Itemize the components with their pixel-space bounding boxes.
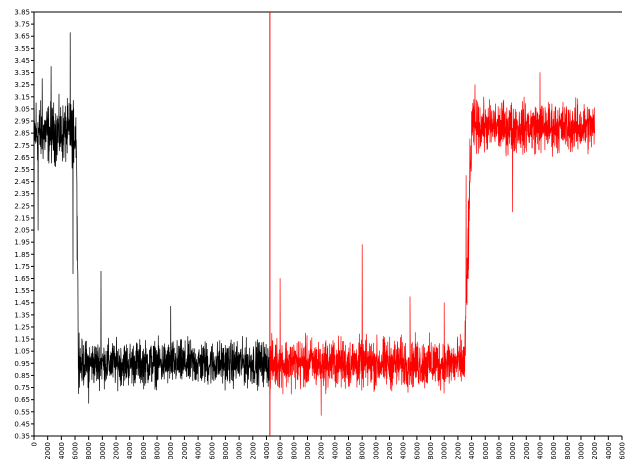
y-tick-label: 2.55 (14, 166, 30, 174)
x-tick-label: 0000 (372, 442, 380, 459)
x-tick-label: 0000 (304, 442, 312, 459)
y-axis: 0.35 0.45 0.55 0.65 0.75 0.85 0.95 1.05 1.15 1.25… (14, 9, 622, 441)
series-line-1 (269, 72, 596, 416)
y-tick-label: 1.75 (14, 263, 30, 271)
y-tick-label: 3.45 (14, 57, 30, 65)
x-tick-label: 2000 (591, 442, 599, 459)
x-tick-label: 8000 (359, 442, 367, 459)
x-tick-label: 6000 (72, 442, 80, 459)
y-tick-label: 2.05 (14, 227, 30, 235)
x-tick-label: 4000 (126, 442, 134, 459)
x-tick-label: 0000 (167, 442, 175, 459)
y-tick-label: 0.95 (14, 360, 30, 368)
x-tick-label: 0000 (509, 442, 517, 459)
x-tick-label: 8000 (85, 442, 93, 459)
y-tick-label: 2.25 (14, 202, 30, 210)
y-tick-label: 2.15 (14, 214, 30, 222)
plot-area (33, 12, 596, 436)
x-tick-label: 6000 (550, 442, 558, 459)
y-tick-label: 3.75 (14, 21, 30, 29)
x-tick-label: 4000 (195, 442, 203, 459)
y-tick-label: 1.55 (14, 287, 30, 295)
y-tick-label: 0.85 (14, 372, 30, 380)
y-tick-label: 2.35 (14, 190, 30, 198)
x-tick-label: 2000 (454, 442, 462, 459)
x-tick-label: 8000 (564, 442, 572, 459)
y-tick-label: 3.15 (14, 93, 30, 101)
y-tick-label: 1.25 (14, 323, 30, 331)
y-tick-label: 0.35 (14, 433, 30, 441)
x-tick-label: 0 (31, 442, 39, 446)
x-tick-label: 2000 (523, 442, 531, 459)
x-tick-label: 0000 (577, 442, 585, 459)
x-tick-label: 6000 (345, 442, 353, 459)
x-tick-label: 6000 (277, 442, 285, 459)
y-tick-label: 1.15 (14, 336, 30, 344)
x-tick-label: 8000 (495, 442, 503, 459)
x-tick-label: 0000 (236, 442, 244, 459)
y-tick-label: 0.55 (14, 408, 30, 416)
y-tick-label: 2.95 (14, 118, 30, 126)
x-tick-label: 6000 (140, 442, 148, 459)
y-tick-label: 0.45 (14, 420, 30, 428)
x-tick-label: 0000 (99, 442, 107, 459)
x-tick-label: 6000 (619, 442, 627, 459)
x-tick-label: 4000 (536, 442, 544, 459)
x-tick-label: 0000 (441, 442, 449, 459)
x-tick-label: 2000 (249, 442, 257, 459)
y-tick-label: 2.65 (14, 154, 30, 162)
y-tick-label: 3.05 (14, 105, 30, 113)
x-tick-label: 4000 (263, 442, 271, 459)
y-tick-label: 3.65 (14, 33, 30, 41)
x-tick-label: 6000 (482, 442, 490, 459)
y-tick-label: 2.85 (14, 130, 30, 138)
x-tick-label: 6000 (413, 442, 421, 459)
x-axis: 0 2000 4000 6000 8000 0000 2000 4000 6000 8000 000… (31, 435, 627, 459)
x-tick-label: 2000 (386, 442, 394, 459)
x-tick-label: 4000 (468, 442, 476, 459)
y-tick-label: 1.95 (14, 239, 30, 247)
y-tick-label: 1.05 (14, 348, 30, 356)
x-tick-label: 2000 (181, 442, 189, 459)
y-tick-label: 3.55 (14, 45, 30, 53)
y-tick-label: 1.85 (14, 251, 30, 259)
x-tick-label: 8000 (222, 442, 230, 459)
y-tick-label: 2.75 (14, 142, 30, 150)
y-tick-label: 1.35 (14, 311, 30, 319)
x-tick-label: 8000 (290, 442, 298, 459)
x-tick-label: 8000 (154, 442, 162, 459)
x-tick-label: 8000 (427, 442, 435, 459)
y-tick-label: 0.65 (14, 396, 30, 404)
x-tick-label: 4000 (58, 442, 66, 459)
y-tick-label: 3.85 (14, 9, 30, 17)
series-line-0 (33, 32, 271, 404)
y-tick-label: 1.65 (14, 275, 30, 283)
x-tick-label: 6000 (208, 442, 216, 459)
x-tick-label: 2000 (113, 442, 121, 459)
y-tick-label: 1.45 (14, 299, 30, 307)
x-tick-label: 2000 (44, 442, 52, 459)
y-tick-label: 2.45 (14, 178, 30, 186)
y-tick-label: 3.25 (14, 81, 30, 89)
x-tick-label: 2000 (318, 442, 326, 459)
x-tick-label: 4000 (400, 442, 408, 459)
x-tick-label: 4000 (331, 442, 339, 459)
y-tick-label: 3.35 (14, 69, 30, 77)
y-tick-label: 0.75 (14, 384, 30, 392)
x-tick-label: 4000 (605, 442, 613, 459)
